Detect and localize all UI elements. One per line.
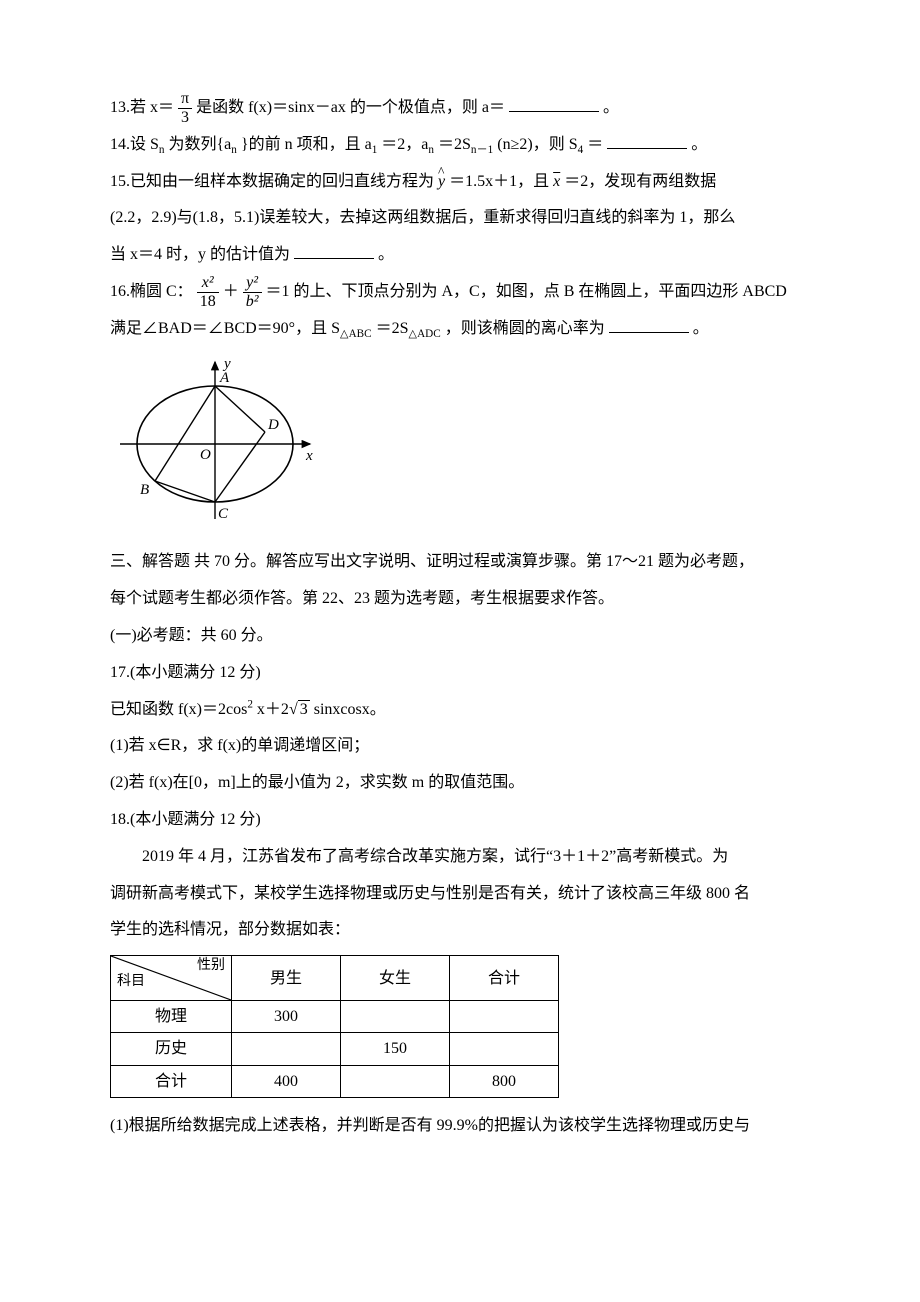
q17-ga: 已知函数 f(x)＝2cos [110, 701, 247, 718]
q16-l2a: 满足∠BAD＝∠BCD＝90°，且 S [110, 320, 340, 337]
table-row: 合计 400 800 [111, 1065, 559, 1097]
q14-suf: 。 [691, 136, 707, 153]
q13-pre: 13.若 x＝ [110, 99, 174, 116]
q13: 13.若 x＝ π 3 是函数 f(x)＝sinx－ax 的一个极值点，则 a＝… [110, 90, 810, 127]
q14: 14.设 Sn 为数列{an }的前 n 项和，且 a1 ＝2，an ＝2Sn－… [110, 127, 810, 164]
section3-l2: 每个试题考生都必须作答。第 22、23 题为选考题，考生根据要求作答。 [110, 581, 810, 618]
q17-p2: (2)若 f(x)在[0，m]上的最小值为 2，求实数 m 的取值范围。 [110, 765, 810, 802]
svg-text:A: A [219, 370, 230, 386]
section3-sub1: (一)必考题：共 60 分。 [110, 618, 810, 655]
sqrt-icon: √ [289, 701, 298, 718]
diag-header: 性别 科目 [111, 956, 231, 1000]
q14-sub-4: 4 [578, 144, 584, 156]
svg-text:B: B [140, 482, 149, 498]
q17-gc: sinxcosx。 [314, 701, 386, 718]
q13-blank [509, 95, 599, 112]
q16-l1: 16.椭圆 C： x² 18 ＋ y² b² ＝1 的上、下顶点分别为 A，C，… [110, 274, 810, 311]
q14-c: }的前 n 项和，且 a [241, 136, 372, 153]
q18-title: 18.(本小题满分 12 分) [110, 802, 810, 839]
cell: 800 [450, 1065, 559, 1097]
q14-b: 为数列{a [169, 136, 232, 153]
q15-a: 15.已知由一组样本数据确定的回归直线方程为 [110, 173, 438, 190]
q17-title: 17.(本小题满分 12 分) [110, 655, 810, 692]
q16-plus: ＋ [223, 283, 239, 300]
q15-l3a: 当 x＝4 时，y 的估计值为 [110, 246, 290, 263]
section3-l1: 三、解答题 共 70 分。解答应写出文字说明、证明过程或演算步骤。第 17～21… [110, 544, 810, 581]
q16-figure: A B C D O x y [110, 354, 810, 539]
cell: 300 [232, 1001, 341, 1033]
q16-b: ＝1 的上、下顶点分别为 A，C，如图，点 B 在椭圆上，平面四边形 ABCD [266, 283, 787, 300]
q14-blank [607, 132, 687, 149]
q15-blank [294, 242, 374, 259]
q14-e: ＝2S [438, 136, 471, 153]
cell [341, 1001, 450, 1033]
q16-suf: 。 [693, 320, 709, 337]
col-female: 女生 [341, 956, 450, 1001]
q18-part1: (1)根据所给数据完成上述表格，并判断是否有 99.9%的把握认为该校学生选择物… [110, 1108, 810, 1145]
q14-a: 14.设 S [110, 136, 159, 153]
q18-para1: 2019 年 4 月，江苏省发布了高考综合改革实施方案，试行“3＋1＋2”高考新… [110, 839, 810, 876]
q14-sub-1: 1 [372, 144, 378, 156]
q17-sq: 2 [247, 698, 253, 710]
table-row: 历史 150 [111, 1033, 559, 1065]
col-male: 男生 [232, 956, 341, 1001]
ellipse-diagram: A B C D O x y [110, 354, 320, 524]
q14-sub-nm1: n－1 [471, 144, 493, 156]
svg-text:O: O [200, 447, 211, 463]
q17-given: 已知函数 f(x)＝2cos2 x＋2√3 sinxcosx。 [110, 692, 810, 729]
q16-l2c: ，则该椭圆的离心率为 [445, 320, 605, 337]
q18-table: 性别 科目 男生 女生 合计 物理 300 历史 150 合计 400 800 [110, 955, 559, 1098]
exam-page: 13.若 x＝ π 3 是函数 f(x)＝sinx－ax 的一个极值点，则 a＝… [0, 0, 920, 1205]
xbar-symbol: x [553, 173, 560, 190]
q14-f: (n≥2)，则 S [497, 136, 577, 153]
q16-l2: 满足∠BAD＝∠BCD＝90°，且 S△ABC ＝2S△ADC ，则该椭圆的离心… [110, 311, 810, 348]
cell [450, 1033, 559, 1065]
q16-triabc: △ABC [340, 328, 372, 340]
yhat-symbol: ^ y [438, 164, 445, 201]
col-total: 合计 [450, 956, 559, 1001]
q16-triadc: △ADC [409, 328, 441, 340]
q14-sub-n2: n [231, 144, 237, 156]
q16-frac2: y² b² [243, 274, 262, 310]
q16-blank [609, 316, 689, 333]
svg-text:x: x [305, 448, 313, 464]
q15-l3: 当 x＝4 时，y 的估计值为 。 [110, 237, 810, 274]
q14-sub-n3: n [428, 144, 434, 156]
q14-sub-n: n [159, 144, 165, 156]
q15-c: ＝2，发现有两组数据 [564, 173, 716, 190]
table-row: 性别 科目 男生 女生 合计 [111, 956, 559, 1001]
cell [341, 1065, 450, 1097]
q18-para3: 学生的选科情况，部分数据如表： [110, 912, 810, 949]
table-row: 物理 300 [111, 1001, 559, 1033]
q16-a: 16.椭圆 C： [110, 283, 193, 300]
q14-d: ＝2，a [381, 136, 428, 153]
q14-g: ＝ [587, 136, 603, 153]
q16-l2b: ＝2S [376, 320, 409, 337]
cell: 400 [232, 1065, 341, 1097]
svg-text:y: y [222, 356, 231, 372]
cell [232, 1033, 341, 1065]
row-physics-label: 物理 [111, 1001, 232, 1033]
q15-l1: 15.已知由一组样本数据确定的回归直线方程为 ^ y ＝1.5x＋1，且 x ＝… [110, 164, 810, 201]
q13-mid: 是函数 f(x)＝sinx－ax 的一个极值点，则 a＝ [196, 99, 505, 116]
q16-frac1: x² 18 [197, 274, 219, 310]
row-total-label: 合计 [111, 1065, 232, 1097]
q15-suf: 。 [378, 246, 394, 263]
q17-sqrt3: 3 [298, 700, 310, 718]
q18-para2: 调研新高考模式下，某校学生选择物理或历史与性别是否有关，统计了该校高三年级 80… [110, 876, 810, 913]
q17-p1: (1)若 x∈R，求 f(x)的单调递增区间； [110, 728, 810, 765]
q15-l2: (2.2，2.9)与(1.8，5.1)误差较大，去掉这两组数据后，重新求得回归直… [110, 200, 810, 237]
svg-text:C: C [218, 506, 229, 522]
row-history-label: 历史 [111, 1033, 232, 1065]
svg-text:D: D [267, 417, 279, 433]
q13-frac: π 3 [178, 90, 192, 126]
cell: 150 [341, 1033, 450, 1065]
q17-gb: x＋2 [257, 701, 289, 718]
q13-suf: 。 [603, 99, 619, 116]
q15-b: ＝1.5x＋1，且 [449, 173, 553, 190]
cell [450, 1001, 559, 1033]
